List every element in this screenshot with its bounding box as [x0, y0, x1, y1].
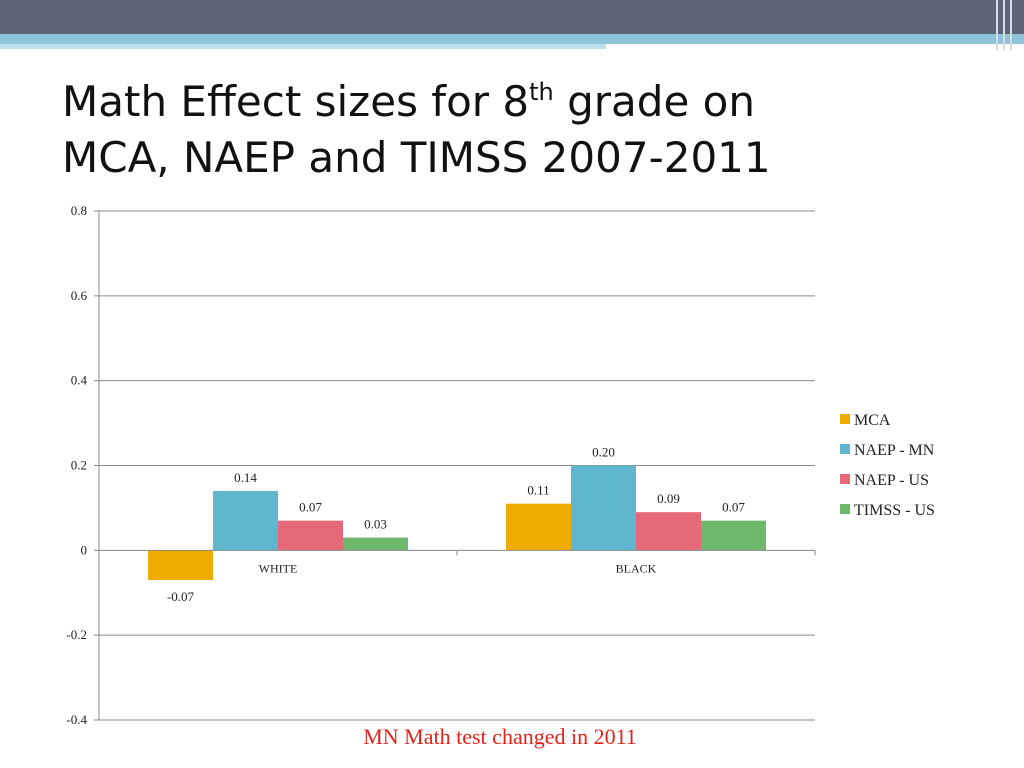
- data-label: 0.03: [364, 517, 387, 532]
- bar: [571, 465, 636, 551]
- slide-title: Math Effect sizes for 8th grade on MCA, …: [62, 74, 962, 186]
- header-bar: [0, 0, 1024, 34]
- y-tick-label: 0.2: [71, 458, 87, 473]
- header-decoration: [1003, 0, 1005, 50]
- bar: [148, 550, 213, 581]
- y-tick-label: -0.2: [66, 627, 87, 642]
- legend-label: TIMSS - US: [854, 502, 935, 519]
- legend-swatch: [840, 474, 850, 484]
- header-decoration: [996, 0, 998, 50]
- header-stripe: [0, 34, 1024, 44]
- data-label: 0.07: [722, 500, 745, 515]
- legend-label: NAEP - MN: [854, 442, 935, 459]
- legend-swatch: [840, 414, 850, 424]
- chart-grid: [99, 210, 815, 721]
- data-label: 0.11: [527, 483, 549, 498]
- title-superscript: th: [529, 78, 554, 106]
- legend-swatch: [840, 444, 850, 454]
- data-label: -0.07: [167, 589, 195, 604]
- header-stripe-white: [606, 44, 1024, 49]
- category-label: WHITE: [259, 561, 298, 575]
- y-tick-label: 0.8: [71, 203, 87, 218]
- y-tick-label: 0: [81, 542, 88, 557]
- chart-labels: -0.07 0.14 0.07 0.03 WHITE 0.11 0.20 0.09 0.07 BL…: [167, 445, 745, 605]
- bar: [278, 520, 343, 551]
- bar: [343, 537, 408, 551]
- header-decoration: [1010, 0, 1012, 50]
- y-tick-label: 0.4: [71, 373, 88, 388]
- bar: [213, 490, 278, 551]
- bar: [701, 520, 766, 551]
- chart-axes: 0.80.60.40.20-0.2-0.4: [66, 203, 816, 727]
- category-label: BLACK: [616, 561, 657, 575]
- title-line1-post: grade on: [553, 77, 755, 126]
- header-stripe-light: [0, 44, 606, 49]
- legend-swatch: [840, 504, 850, 514]
- legend-label: MCA: [854, 412, 891, 429]
- title-line1-pre: Math Effect sizes for 8: [62, 77, 530, 126]
- chart-bars: [148, 465, 766, 581]
- footnote: MN Math test changed in 2011: [363, 724, 637, 749]
- data-label: 0.14: [234, 470, 257, 485]
- data-label: 0.20: [592, 445, 615, 460]
- data-label: 0.07: [299, 500, 322, 515]
- legend-label: NAEP - US: [854, 472, 929, 489]
- bar: [636, 512, 701, 551]
- title-line2: MCA, NAEP and TIMSS 2007-2011: [62, 133, 771, 182]
- chart-legend: MCA NAEP - MN NAEP - US TIMSS - US: [840, 412, 935, 519]
- y-tick-label: -0.4: [66, 712, 87, 727]
- bar: [506, 503, 571, 551]
- data-label: 0.09: [657, 491, 680, 506]
- y-tick-label: 0.6: [71, 288, 88, 303]
